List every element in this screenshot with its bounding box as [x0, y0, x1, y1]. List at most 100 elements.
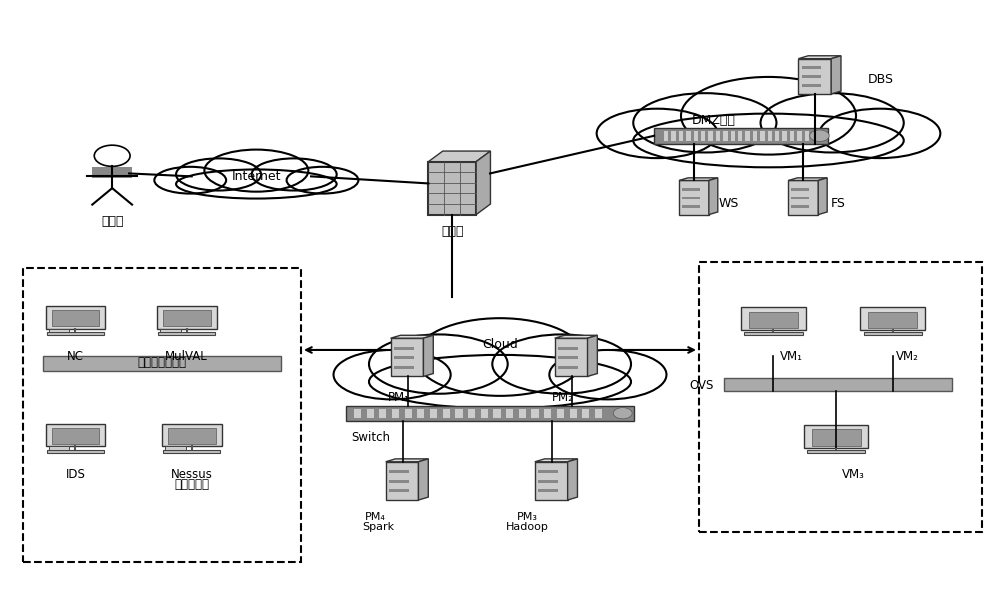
FancyBboxPatch shape — [163, 450, 220, 453]
Circle shape — [810, 130, 829, 141]
FancyBboxPatch shape — [558, 366, 578, 369]
FancyBboxPatch shape — [49, 328, 69, 332]
Polygon shape — [391, 335, 433, 338]
Text: IDS: IDS — [65, 467, 85, 481]
Polygon shape — [418, 459, 428, 500]
FancyBboxPatch shape — [443, 409, 450, 418]
FancyBboxPatch shape — [519, 409, 526, 418]
Ellipse shape — [681, 77, 856, 154]
Polygon shape — [476, 151, 490, 214]
FancyBboxPatch shape — [555, 338, 588, 377]
FancyBboxPatch shape — [430, 409, 437, 418]
FancyBboxPatch shape — [47, 332, 104, 335]
Polygon shape — [679, 178, 718, 181]
FancyBboxPatch shape — [791, 197, 809, 199]
FancyBboxPatch shape — [168, 428, 216, 444]
FancyBboxPatch shape — [531, 409, 539, 418]
Polygon shape — [535, 459, 577, 462]
Ellipse shape — [176, 159, 261, 191]
FancyBboxPatch shape — [804, 425, 868, 448]
FancyBboxPatch shape — [392, 409, 399, 418]
Text: DMZ区域: DMZ区域 — [692, 114, 736, 127]
Text: 攻击者: 攻击者 — [101, 214, 123, 228]
Ellipse shape — [154, 167, 226, 194]
FancyBboxPatch shape — [157, 306, 217, 328]
FancyBboxPatch shape — [805, 131, 809, 141]
Polygon shape — [798, 56, 841, 59]
Text: PM₃: PM₃ — [517, 512, 538, 522]
Text: MulVAL: MulVAL — [165, 350, 208, 363]
FancyBboxPatch shape — [749, 312, 798, 328]
FancyBboxPatch shape — [389, 489, 409, 492]
FancyBboxPatch shape — [558, 347, 578, 350]
FancyBboxPatch shape — [160, 328, 181, 332]
Polygon shape — [386, 459, 428, 462]
FancyBboxPatch shape — [812, 429, 861, 446]
FancyBboxPatch shape — [864, 332, 922, 335]
FancyBboxPatch shape — [723, 131, 728, 141]
Text: VM₂: VM₂ — [896, 350, 919, 363]
Polygon shape — [818, 178, 827, 214]
Ellipse shape — [633, 93, 776, 153]
Text: PM₄: PM₄ — [365, 512, 386, 522]
FancyBboxPatch shape — [165, 447, 186, 450]
FancyBboxPatch shape — [386, 462, 418, 500]
Polygon shape — [788, 178, 827, 181]
FancyBboxPatch shape — [716, 131, 720, 141]
Polygon shape — [831, 56, 841, 94]
FancyBboxPatch shape — [682, 188, 700, 191]
FancyBboxPatch shape — [163, 311, 211, 327]
FancyBboxPatch shape — [47, 450, 104, 453]
FancyBboxPatch shape — [679, 131, 683, 141]
Text: OVS: OVS — [689, 379, 714, 392]
FancyBboxPatch shape — [535, 462, 568, 500]
FancyBboxPatch shape — [417, 409, 424, 418]
Text: DBS: DBS — [868, 73, 894, 86]
FancyBboxPatch shape — [798, 59, 831, 94]
FancyBboxPatch shape — [775, 131, 779, 141]
Ellipse shape — [287, 167, 358, 194]
FancyBboxPatch shape — [694, 131, 698, 141]
FancyBboxPatch shape — [394, 366, 414, 369]
FancyBboxPatch shape — [394, 347, 414, 350]
Text: PM₁: PM₁ — [388, 391, 410, 404]
FancyBboxPatch shape — [699, 262, 982, 532]
Polygon shape — [568, 459, 577, 500]
Text: Cloud: Cloud — [482, 337, 518, 350]
Ellipse shape — [176, 169, 337, 198]
Ellipse shape — [369, 355, 631, 409]
Polygon shape — [423, 335, 433, 377]
FancyBboxPatch shape — [654, 128, 828, 144]
FancyBboxPatch shape — [389, 480, 409, 483]
FancyBboxPatch shape — [354, 409, 361, 418]
Ellipse shape — [819, 109, 940, 158]
Text: WS: WS — [719, 197, 739, 210]
FancyBboxPatch shape — [790, 131, 794, 141]
Ellipse shape — [492, 334, 631, 394]
FancyBboxPatch shape — [493, 409, 501, 418]
FancyBboxPatch shape — [46, 424, 105, 447]
FancyBboxPatch shape — [682, 197, 700, 199]
FancyBboxPatch shape — [92, 167, 132, 178]
FancyBboxPatch shape — [52, 311, 99, 327]
Ellipse shape — [204, 150, 308, 192]
FancyBboxPatch shape — [557, 409, 564, 418]
FancyBboxPatch shape — [346, 406, 634, 421]
FancyBboxPatch shape — [768, 131, 772, 141]
Text: 漏洞扫描器: 漏洞扫描器 — [174, 478, 209, 491]
FancyBboxPatch shape — [595, 409, 602, 418]
Ellipse shape — [597, 109, 718, 158]
Text: PM₂: PM₂ — [552, 391, 574, 404]
FancyBboxPatch shape — [701, 131, 705, 141]
FancyBboxPatch shape — [389, 470, 409, 473]
FancyBboxPatch shape — [744, 332, 803, 335]
FancyBboxPatch shape — [802, 67, 821, 69]
FancyBboxPatch shape — [807, 450, 865, 453]
FancyBboxPatch shape — [428, 162, 476, 214]
Polygon shape — [709, 178, 718, 214]
FancyBboxPatch shape — [455, 409, 463, 418]
FancyBboxPatch shape — [538, 470, 558, 473]
Circle shape — [613, 407, 632, 419]
Text: FS: FS — [831, 197, 846, 210]
Ellipse shape — [252, 159, 337, 191]
